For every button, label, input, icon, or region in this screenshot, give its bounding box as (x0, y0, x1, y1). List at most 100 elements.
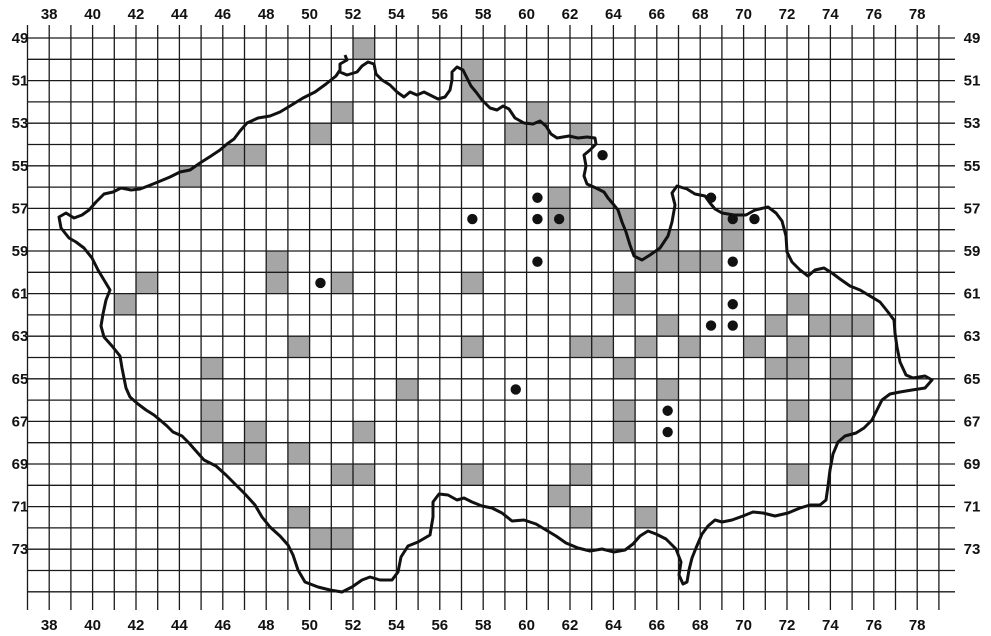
x-label-bottom: 74 (822, 617, 839, 634)
shaded-cell (266, 251, 288, 273)
shaded-cell (309, 123, 332, 145)
shaded-cell (548, 485, 570, 507)
y-label-left: 71 (12, 499, 29, 516)
x-label-top: 64 (605, 6, 622, 23)
x-label-bottom: 46 (214, 617, 231, 634)
x-label-top: 50 (301, 6, 318, 23)
y-label-right: 59 (964, 243, 981, 260)
occurrence-dot (749, 213, 760, 225)
x-label-top: 68 (692, 6, 709, 23)
x-label-top: 40 (84, 6, 101, 23)
shaded-cell (656, 251, 679, 273)
shaded-cell (222, 144, 245, 166)
shaded-cell (461, 464, 484, 486)
occurrence-dot (727, 256, 738, 267)
x-label-top: 76 (865, 6, 882, 23)
y-label-right: 73 (964, 541, 981, 558)
occurrence-dot (705, 192, 717, 203)
shaded-cell (743, 336, 766, 358)
shaded-cell (526, 101, 549, 124)
shaded-cell (201, 400, 223, 422)
x-label-bottom: 56 (431, 617, 448, 634)
grid-lines-layer (26, 25, 955, 610)
shaded-cell (765, 357, 787, 379)
x-label-bottom: 48 (258, 617, 275, 634)
axis-labels-layer: 38 38 40 40 42 42 44 44 46 46 48 48 50 50 52 52 54 54 56 56… (12, 6, 981, 634)
shaded-cell (765, 314, 787, 337)
shaded-cell (353, 464, 375, 486)
x-label-bottom: 42 (128, 617, 145, 634)
shaded-cell (808, 314, 831, 337)
shaded-cell (591, 187, 614, 209)
y-label-right: 67 (964, 413, 981, 430)
shaded-cell (114, 293, 136, 315)
x-label-top: 62 (562, 6, 579, 23)
shaded-cell (287, 442, 310, 464)
x-label-top: 44 (171, 6, 188, 23)
y-label-right: 65 (964, 371, 981, 388)
shaded-cell (461, 144, 484, 166)
y-label-left: 57 (12, 200, 29, 217)
x-label-bottom: 54 (388, 617, 405, 634)
y-label-left: 67 (12, 413, 29, 430)
occurrence-dot (727, 299, 738, 310)
occurrence-dot (510, 384, 521, 395)
x-label-bottom: 62 (562, 617, 579, 634)
shaded-cell (830, 314, 853, 337)
occurrence-dot (727, 213, 738, 225)
x-label-top: 52 (345, 6, 362, 23)
x-label-top: 78 (909, 6, 926, 23)
x-label-bottom: 70 (735, 617, 752, 634)
x-label-bottom: 72 (779, 617, 796, 634)
x-label-top: 70 (735, 6, 752, 23)
y-label-right: 69 (964, 456, 981, 473)
y-label-left: 51 (12, 73, 29, 90)
x-label-bottom: 40 (84, 617, 101, 634)
shaded-cell (635, 506, 657, 528)
shaded-cell (570, 506, 592, 528)
shaded-cell (678, 251, 701, 273)
shaded-cell (331, 101, 353, 124)
shaded-cell (461, 336, 484, 358)
x-label-bottom: 66 (648, 617, 665, 634)
shaded-cell (613, 272, 636, 294)
y-label-left: 63 (12, 328, 29, 345)
x-label-top: 72 (779, 6, 796, 23)
y-label-left: 53 (12, 115, 29, 132)
shaded-cell (570, 123, 592, 145)
x-label-top: 46 (214, 6, 231, 23)
x-label-bottom: 58 (475, 617, 492, 634)
shaded-cell (613, 357, 636, 379)
y-label-right: 61 (964, 286, 981, 303)
y-label-right: 53 (964, 115, 981, 132)
shaded-cell (852, 314, 874, 337)
shaded-cell (787, 293, 809, 315)
shaded-cell (201, 357, 223, 379)
shaded-cell (570, 464, 592, 486)
x-label-bottom: 44 (171, 617, 188, 634)
x-label-bottom: 52 (345, 617, 362, 634)
shaded-cell (504, 123, 527, 145)
x-label-top: 56 (431, 6, 448, 23)
shaded-cell (613, 293, 636, 315)
shaded-cell (244, 144, 267, 166)
shaded-cell (613, 400, 636, 422)
shaded-cell (287, 336, 310, 358)
occurrence-dots-layer (315, 149, 760, 438)
occurrence-dot (532, 213, 543, 225)
occurrence-dot (532, 256, 543, 267)
x-label-top: 42 (128, 6, 145, 23)
y-label-left: 69 (12, 456, 29, 473)
shaded-cell (244, 421, 267, 443)
x-label-top: 58 (475, 6, 492, 23)
y-label-left: 73 (12, 541, 29, 558)
x-label-bottom: 68 (692, 617, 709, 634)
x-label-top: 60 (518, 6, 535, 23)
shaded-cell (656, 314, 679, 337)
x-label-top: 48 (258, 6, 275, 23)
shaded-cell (635, 251, 657, 273)
shaded-cell (787, 357, 809, 379)
x-label-top: 54 (388, 6, 405, 23)
shaded-cell (353, 421, 375, 443)
shaded-cell (222, 442, 245, 464)
